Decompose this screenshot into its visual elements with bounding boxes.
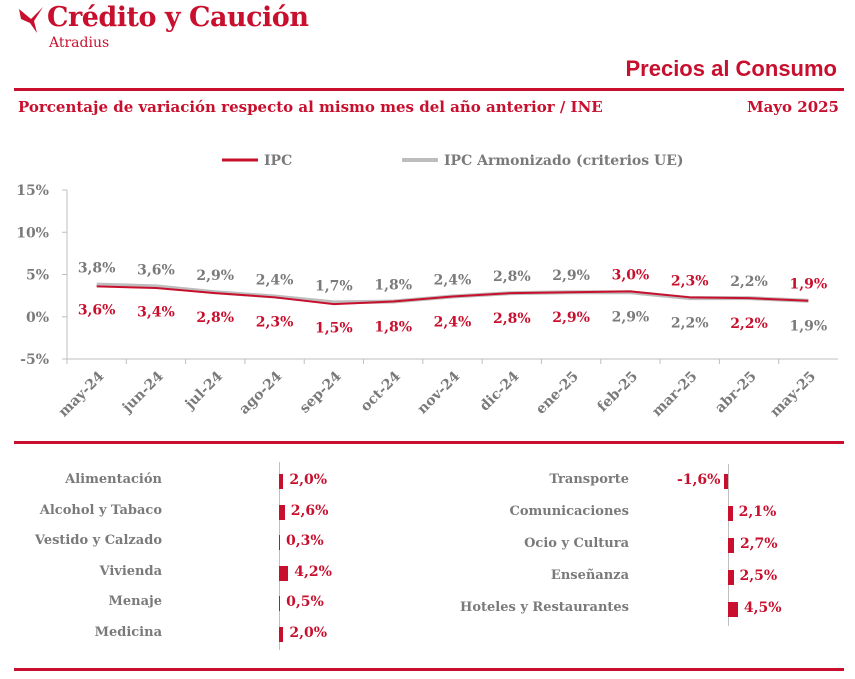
category-bar: [728, 506, 733, 521]
category-label: Alimentación: [65, 472, 162, 487]
category-label: Enseñanza: [550, 568, 629, 583]
category-label: Hoteles y Restaurantes: [460, 600, 629, 615]
point-label-ipca: 2,9%: [612, 309, 650, 325]
chart-legend: IPC IPC Armonizado (criterios UE): [222, 153, 684, 169]
category-label: Vivienda: [99, 563, 162, 579]
x-tick-label: sep-24: [297, 368, 345, 416]
category-label: Medicina: [94, 624, 162, 640]
category-value: 0,3%: [286, 533, 324, 549]
category-bar: [724, 474, 728, 489]
x-tick-label: nov-24: [415, 368, 464, 417]
point-label-ipc: 3,0%: [612, 267, 650, 283]
x-tick-label: feb-25: [595, 369, 642, 416]
category-label: Comunicaciones: [509, 504, 629, 519]
category-value: 4,2%: [294, 563, 332, 580]
line-chart: IPC IPC Armonizado (criterios UE) 15% 10%…: [16, 153, 838, 420]
x-tick-label: oct-24: [358, 368, 405, 415]
category-bar: [279, 504, 285, 520]
category-value: 2,1%: [738, 504, 777, 520]
category-bar: [279, 626, 284, 642]
series-ipc: [96, 285, 809, 306]
point-label-ipca: 1,9%: [790, 319, 828, 335]
category-value: 2,0%: [289, 624, 328, 641]
brand-subname: Atradius: [49, 35, 110, 51]
x-tick-label: jul-24: [181, 368, 226, 413]
category-bar: [279, 565, 289, 581]
report-date: Mayo 2025: [746, 98, 839, 116]
point-labels: 3,8% 3,6% 3,6% 3,4% 2,9% 2,8% 2,4% 2,3% 1,7% 1,5%…: [78, 261, 827, 337]
category-label: Ocio y Cultura: [524, 536, 629, 551]
category-value: 2,7%: [739, 536, 778, 552]
y-tick-label: 15%: [16, 183, 49, 199]
point-label-ipc: 2,3%: [256, 314, 294, 330]
point-label-ipca: 2,4%: [434, 272, 472, 288]
point-label-ipc: 1,5%: [315, 320, 353, 336]
point-label-ipc: 1,8%: [374, 320, 412, 336]
x-tick-label: ene-25: [533, 369, 582, 418]
x-tick-label: dic-24: [477, 368, 523, 414]
point-label-ipc: 2,4%: [434, 314, 472, 330]
chart-subtitle: Porcentaje de variación respecto al mism…: [18, 98, 603, 116]
y-tick-label: 0%: [26, 310, 49, 326]
x-axis-labels: may-24 jun-24 jul-24 ago-24 sep-24 oct-24 nov-…: [56, 368, 820, 420]
point-label-ipc: 3,6%: [78, 303, 116, 319]
point-label-ipca: 1,7%: [315, 278, 353, 294]
point-label-ipc: 2,3%: [671, 273, 709, 289]
legend-label-ipca: IPC Armonizado (criterios UE): [444, 153, 684, 169]
category-bar: [279, 535, 280, 550]
bar-chart-left: Alimentación 2,0% Alcohol y Tabaco 2,6% Vest…: [0, 460, 430, 660]
category-label: Alcohol y Tabaco: [39, 502, 162, 518]
line-ipc: [96, 285, 809, 306]
category-bar: [728, 538, 734, 553]
point-label-ipc: 1,9%: [790, 277, 828, 293]
atradius-logo-icon: [19, 7, 43, 33]
chart-grid: 15% 10% 5% 0% -5%: [16, 183, 838, 368]
category-label: Transporte: [549, 472, 629, 487]
y-tick-label: -5%: [20, 352, 49, 368]
category-value: 2,6%: [290, 502, 329, 519]
y-tick-label: 10%: [16, 225, 49, 241]
category-bar: [279, 474, 284, 489]
bar-chart-right: Transporte -1,6% Comunicaciones 2,1% Ocio y …: [430, 460, 855, 660]
point-label-ipca: 2,4%: [256, 272, 294, 288]
x-tick-label: abr-25: [712, 369, 760, 417]
point-label-ipc: 2,8%: [493, 311, 531, 327]
category-value: 2,5%: [739, 568, 778, 584]
category-value: -1,6%: [677, 472, 721, 488]
x-tick-label: mar-25: [649, 369, 700, 420]
x-tick-label: jun-24: [118, 368, 167, 417]
point-label-ipc: 2,9%: [552, 310, 590, 326]
category-value: 4,5%: [743, 600, 782, 616]
header-rule: [14, 88, 844, 91]
brand-name: Crédito y Caución: [47, 2, 309, 33]
point-label-ipca: 3,6%: [137, 262, 175, 278]
point-label-ipca: 1,8%: [374, 278, 412, 294]
x-tick-label: may-25: [767, 369, 819, 421]
y-tick-label: 5%: [26, 268, 49, 284]
footer-rule: [14, 668, 844, 671]
x-tick-label: may-24: [56, 368, 108, 420]
category-bar: [728, 570, 734, 585]
section-rule: [14, 441, 844, 444]
category-label: Menaje: [108, 594, 162, 609]
point-label-ipca: 2,2%: [671, 315, 709, 331]
category-bar: [279, 596, 281, 611]
category-label: Vestido y Calzado: [34, 533, 162, 548]
category-bar: [728, 602, 738, 617]
category-value: 0,5%: [286, 594, 324, 610]
page-title: Precios al Consumo: [625, 56, 837, 81]
point-label-ipca: 2,2%: [730, 274, 768, 290]
point-label-ipca: 2,9%: [196, 268, 234, 284]
point-label-ipca: 2,9%: [552, 268, 590, 284]
point-label-ipc: 2,8%: [196, 310, 234, 326]
bar-axis-line: [279, 462, 280, 650]
point-label-ipca: 3,8%: [78, 261, 116, 277]
point-label-ipca: 2,8%: [493, 269, 531, 285]
point-label-ipc: 3,4%: [137, 304, 175, 320]
category-value: 2,0%: [289, 472, 328, 488]
point-label-ipc: 2,2%: [730, 316, 768, 332]
legend-label-ipc: IPC: [264, 153, 292, 169]
x-tick-label: ago-24: [236, 368, 285, 417]
